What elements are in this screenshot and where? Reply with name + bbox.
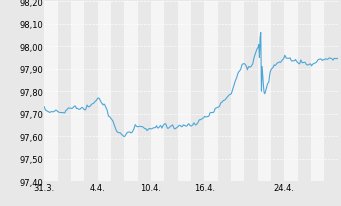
Bar: [124, 2, 138, 181]
Bar: [204, 2, 218, 181]
Bar: [178, 2, 191, 181]
Bar: [284, 2, 298, 181]
Bar: [257, 2, 271, 181]
Bar: [44, 2, 58, 181]
Bar: [71, 2, 84, 181]
Bar: [98, 2, 111, 181]
Bar: [231, 2, 244, 181]
Bar: [151, 2, 164, 181]
Bar: [311, 2, 324, 181]
